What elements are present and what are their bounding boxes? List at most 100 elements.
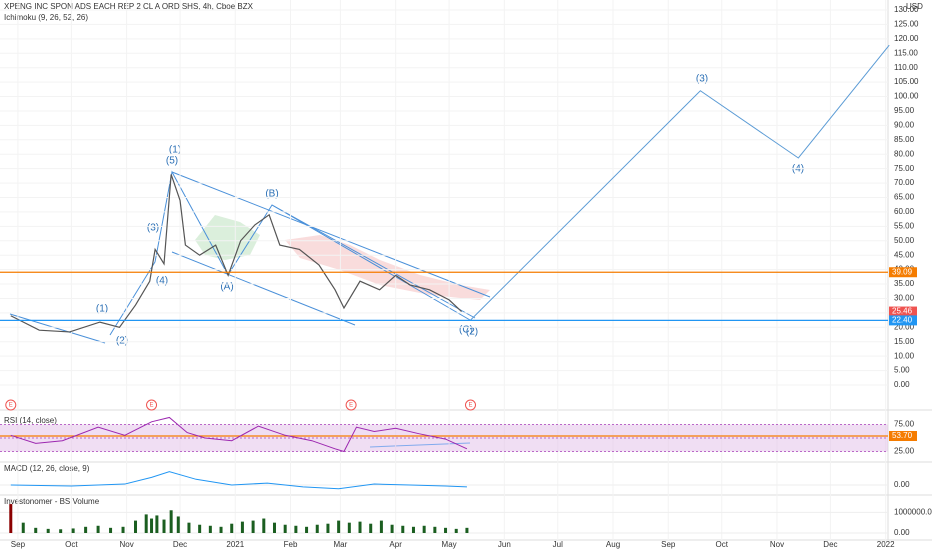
level-badge bbox=[889, 315, 917, 326]
y-tick-label: 15.00 bbox=[894, 337, 915, 346]
volume-bar bbox=[96, 525, 100, 533]
y-tick-label: 100.00 bbox=[894, 92, 919, 101]
level-badge bbox=[889, 306, 917, 317]
x-tick-label: Nov bbox=[119, 540, 133, 549]
volume-bar bbox=[390, 524, 394, 533]
x-tick-label: Feb bbox=[284, 540, 298, 549]
earnings-label: E bbox=[349, 403, 353, 409]
y-tick-label: 105.00 bbox=[894, 77, 919, 86]
volume-bar bbox=[358, 521, 362, 533]
x-tick-label: Jun bbox=[498, 540, 511, 549]
volume-bar bbox=[315, 524, 319, 533]
x-tick-label: Jul bbox=[553, 540, 563, 549]
y-tick-label: 30.00 bbox=[894, 294, 915, 303]
wave-label: (4) bbox=[156, 276, 168, 287]
y-tick-label: 60.00 bbox=[894, 207, 915, 216]
x-tick-label: Oct bbox=[716, 540, 729, 549]
volume-bar bbox=[369, 523, 373, 533]
volume-bar bbox=[272, 522, 276, 533]
volume-bar bbox=[305, 526, 309, 533]
volume-bar bbox=[294, 525, 298, 533]
volume-bar bbox=[46, 528, 50, 533]
earnings-marker bbox=[345, 399, 357, 411]
y-tick-label: 50.00 bbox=[894, 236, 915, 245]
volume-bar bbox=[433, 526, 437, 533]
y-tick-label: 1000000.00 bbox=[894, 507, 932, 516]
earnings-marker bbox=[464, 399, 476, 411]
wave-label: (B) bbox=[265, 189, 278, 200]
level-badge bbox=[889, 267, 917, 278]
volume-title: Investonomer - BS Volume bbox=[4, 497, 100, 506]
volume-bar bbox=[411, 526, 415, 533]
y-tick-label: 110.00 bbox=[894, 63, 918, 72]
volume-bar bbox=[59, 529, 63, 533]
volume-bar bbox=[240, 521, 244, 533]
y-tick-label: 95.00 bbox=[894, 106, 915, 115]
macd-line bbox=[10, 471, 467, 490]
price-line bbox=[10, 174, 462, 333]
volume-bar bbox=[465, 527, 469, 533]
wave-label: (A) bbox=[220, 282, 233, 293]
x-tick-label: Sep bbox=[11, 540, 26, 549]
y-tick-label: 0.00 bbox=[894, 380, 910, 389]
indicator-label: Ichimoku (9, 26, 52, 26) bbox=[4, 13, 88, 22]
wave-path bbox=[109, 170, 471, 336]
wave-label: (2) bbox=[116, 336, 128, 347]
volume-bar bbox=[379, 520, 383, 533]
volume-bar bbox=[219, 526, 223, 533]
earnings-label: E bbox=[9, 403, 13, 409]
y-tick-label: 25.00 bbox=[894, 447, 915, 456]
y-tick-label: 20.00 bbox=[894, 322, 915, 331]
wave-label: (1) bbox=[169, 145, 181, 156]
volume-bar bbox=[401, 525, 405, 533]
rsi-level-label: 53.70 bbox=[892, 431, 913, 440]
volume-bar bbox=[155, 515, 159, 533]
chart-title: XPENG INC SPON ADS EACH REP 2 CL A ORD S… bbox=[4, 2, 254, 11]
volume-bar bbox=[150, 518, 154, 533]
y-tick-label: 5.00 bbox=[894, 366, 910, 375]
x-tick-label: Oct bbox=[65, 540, 78, 549]
wave-label: (2) bbox=[466, 327, 478, 338]
level-badge bbox=[889, 431, 917, 442]
y-tick-label: 55.00 bbox=[894, 221, 915, 230]
earnings-label: E bbox=[150, 403, 154, 409]
x-tick-label: Aug bbox=[606, 540, 620, 549]
volume-bar bbox=[109, 527, 113, 533]
x-tick-label: Dec bbox=[823, 540, 837, 549]
volume-bar bbox=[326, 523, 330, 533]
volume-bar bbox=[34, 527, 38, 533]
wave-label: (3) bbox=[147, 223, 159, 234]
volume-bar bbox=[198, 524, 202, 533]
level-label: 25.46 bbox=[892, 307, 913, 316]
y-tick-label: 70.00 bbox=[894, 178, 915, 187]
x-tick-label: Mar bbox=[334, 540, 348, 549]
y-tick-label: 80.00 bbox=[894, 149, 915, 158]
x-tick-label: Dec bbox=[173, 540, 187, 549]
volume-bar bbox=[230, 523, 234, 533]
y-tick-label: 75.00 bbox=[894, 420, 915, 429]
x-tick-label: Nov bbox=[770, 540, 784, 549]
volume-bar bbox=[21, 522, 25, 533]
y-tick-label: 0.00 bbox=[894, 528, 910, 537]
volume-bar bbox=[121, 526, 125, 533]
volume-bar bbox=[422, 525, 426, 533]
volume-bar bbox=[187, 522, 191, 533]
volume-bar bbox=[9, 504, 13, 533]
y-tick-label: 130.00 bbox=[894, 5, 919, 14]
earnings-marker bbox=[5, 399, 17, 411]
x-tick-label: May bbox=[442, 540, 457, 549]
y-tick-label: 120.00 bbox=[894, 34, 919, 43]
wave-label: (5) bbox=[166, 156, 178, 167]
volume-bar bbox=[444, 527, 448, 533]
volume-bar bbox=[71, 528, 75, 533]
volume-bar bbox=[208, 525, 212, 533]
volume-bar bbox=[144, 514, 148, 533]
volume-bar bbox=[251, 520, 255, 533]
volume-bar bbox=[84, 526, 88, 533]
wave-label: (1) bbox=[96, 304, 108, 315]
currency: USD bbox=[906, 2, 923, 11]
x-tick-label: 2022 bbox=[877, 540, 895, 549]
x-tick-label: Sep bbox=[661, 540, 676, 549]
volume-bar bbox=[337, 520, 341, 533]
y-tick-label: 35.00 bbox=[894, 279, 915, 288]
